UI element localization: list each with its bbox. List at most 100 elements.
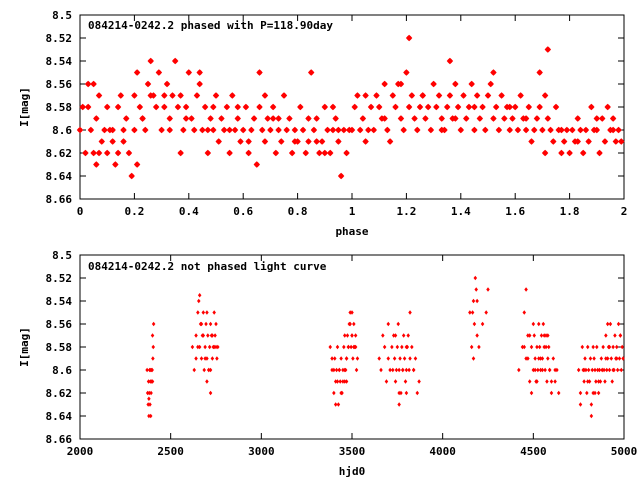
chart2-data-point bbox=[391, 367, 395, 373]
chart1-data-point bbox=[463, 115, 470, 122]
chart2-data-point bbox=[522, 344, 527, 350]
chart2-data-point bbox=[194, 333, 198, 338]
chart1-data-point bbox=[104, 103, 111, 111]
chart1-data-point bbox=[182, 115, 190, 122]
chart1-data-point bbox=[525, 103, 532, 111]
chart1-x-axis-label: phase bbox=[335, 225, 368, 238]
chart1-data-point bbox=[237, 138, 244, 145]
chart1-x-tick-label: 1.8 bbox=[560, 205, 580, 218]
chart1-data-point bbox=[588, 103, 595, 111]
chart1-data-point bbox=[95, 92, 103, 99]
chart1-data-point bbox=[256, 69, 263, 76]
chart1-data-point bbox=[210, 103, 217, 111]
chart1-data-point bbox=[544, 46, 552, 53]
chart2-data-point bbox=[334, 367, 339, 373]
chart2-data-point bbox=[604, 333, 608, 338]
chart1-data-point bbox=[109, 138, 116, 145]
chart2-x-tick-label: 3000 bbox=[248, 445, 275, 458]
chart2-data-point bbox=[547, 367, 552, 373]
chart1-data-point bbox=[376, 103, 383, 111]
chart1-data-point bbox=[560, 138, 568, 145]
chart1-data-point bbox=[386, 138, 394, 145]
chart2-data-point bbox=[148, 413, 153, 419]
chart2-data-point bbox=[397, 367, 401, 373]
chart2-data-point bbox=[381, 333, 385, 338]
chart2-data-point bbox=[620, 344, 624, 350]
chart1-data-point bbox=[188, 115, 195, 122]
chart1-data-point bbox=[476, 115, 484, 122]
chart2-data-point bbox=[601, 344, 605, 350]
chart2-data-point bbox=[614, 344, 619, 350]
chart2-data-point bbox=[401, 333, 406, 338]
chart1-data-point bbox=[204, 126, 212, 134]
chart2-data-point bbox=[544, 333, 548, 338]
chart2-data-point bbox=[542, 333, 546, 338]
chart1-data-point bbox=[416, 103, 424, 111]
chart1-data-point bbox=[544, 115, 552, 122]
chart2-data-point bbox=[336, 402, 341, 407]
chart2-y-axis-label: I[mag] bbox=[18, 327, 31, 367]
chart2-data-point bbox=[404, 390, 409, 396]
chart2-data-point bbox=[149, 390, 153, 396]
chart2-data-point bbox=[531, 321, 536, 327]
chart2-data-point bbox=[535, 379, 539, 384]
chart1-data-point bbox=[335, 126, 342, 134]
chart2-x-tick-label: 3500 bbox=[339, 445, 366, 458]
chart2-data-point bbox=[555, 367, 559, 373]
chart1-data-point bbox=[615, 126, 622, 134]
chart1-data-point bbox=[414, 126, 421, 134]
chart2-data-point bbox=[355, 356, 360, 361]
chart1-data-point bbox=[264, 115, 271, 122]
chart2-data-point bbox=[348, 321, 352, 327]
chart2-data-point bbox=[605, 356, 610, 361]
chart2-data-point bbox=[344, 379, 349, 384]
chart2-y-tick-label: 8.62 bbox=[46, 387, 73, 400]
chart1-data-point bbox=[384, 126, 391, 134]
chart1-data-point bbox=[446, 92, 454, 99]
chart1-data-point bbox=[452, 80, 459, 88]
chart2-data-point bbox=[589, 402, 594, 407]
chart1-data-point bbox=[76, 126, 84, 134]
chart1-data-point bbox=[193, 92, 201, 99]
chart2-data-point bbox=[470, 310, 475, 315]
chart2-data-point bbox=[396, 321, 400, 327]
chart2-data-point bbox=[190, 344, 195, 350]
chart1-data-point bbox=[547, 126, 554, 134]
chart1-data-point bbox=[329, 126, 337, 134]
chart1-data-point bbox=[569, 126, 576, 134]
chart2-x-axis-label: hjd0 bbox=[339, 465, 366, 478]
chart2-data-point bbox=[471, 356, 476, 361]
chart2-data-point bbox=[546, 356, 550, 361]
chart1-data-point bbox=[381, 115, 388, 122]
chart1-data-point bbox=[541, 149, 549, 157]
chart2-data-point bbox=[605, 321, 610, 327]
chart2-data-point bbox=[517, 367, 521, 373]
chart1-data-point bbox=[574, 138, 581, 145]
chart1-data-point bbox=[278, 138, 285, 145]
chart2-data-point bbox=[194, 356, 198, 361]
chart1-data-point bbox=[234, 103, 241, 111]
chart2-data-point bbox=[328, 344, 332, 350]
chart2-data-point bbox=[341, 367, 345, 373]
chart2-data-point bbox=[472, 321, 477, 327]
chart2-data-point bbox=[477, 344, 481, 350]
chart2-data-point bbox=[205, 379, 209, 384]
chart1-data-point bbox=[207, 115, 214, 122]
chart1-data-point bbox=[139, 115, 146, 122]
chart1-y-tick-label: 8.66 bbox=[46, 193, 73, 206]
chart2-data-point bbox=[529, 344, 534, 350]
chart2-data-point bbox=[543, 367, 547, 373]
chart1-data-point bbox=[490, 115, 497, 122]
chart1-data-point bbox=[582, 126, 590, 134]
chart2-data-point bbox=[527, 333, 532, 338]
chart2-data-point bbox=[350, 310, 354, 315]
chart1-data-point bbox=[327, 149, 334, 157]
chart2-data-point bbox=[578, 402, 583, 407]
chart2-data-point bbox=[342, 379, 347, 384]
chart2-data-point bbox=[207, 344, 212, 350]
chart1-data-point bbox=[528, 138, 535, 145]
chart2-data-point bbox=[531, 367, 536, 373]
chart2-data-point bbox=[203, 344, 207, 350]
chart1-data-point bbox=[362, 138, 369, 145]
chart2-data-point bbox=[524, 287, 528, 292]
